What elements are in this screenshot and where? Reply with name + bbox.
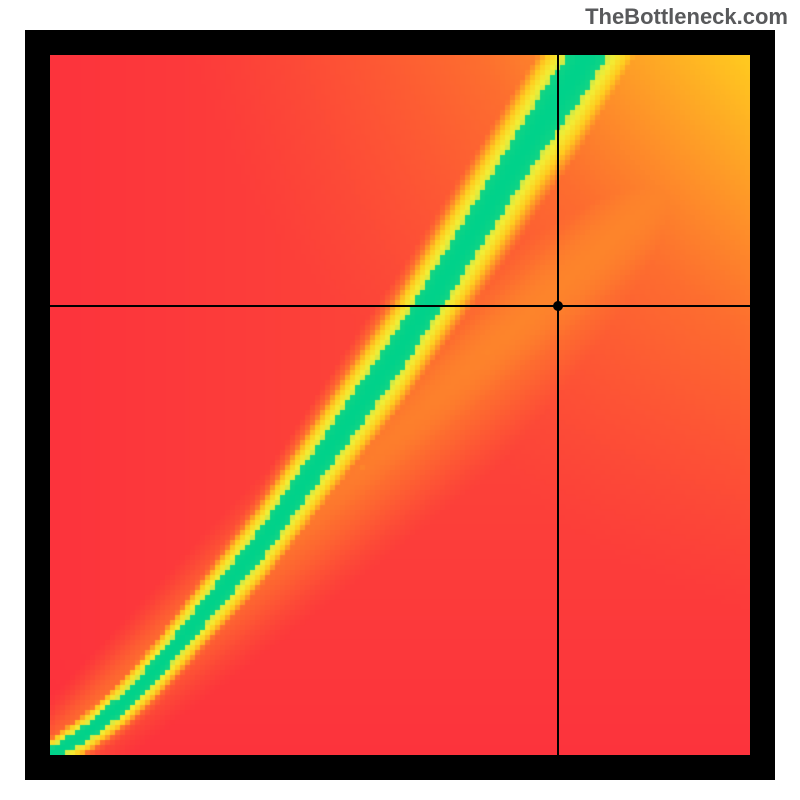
heatmap-canvas <box>50 55 750 755</box>
crosshair-horizontal <box>50 305 750 307</box>
crosshair-vertical <box>557 55 559 755</box>
watermark-text: TheBottleneck.com <box>585 4 788 30</box>
marker-dot <box>553 301 563 311</box>
chart-frame <box>25 30 775 780</box>
chart-container: TheBottleneck.com <box>0 0 800 800</box>
